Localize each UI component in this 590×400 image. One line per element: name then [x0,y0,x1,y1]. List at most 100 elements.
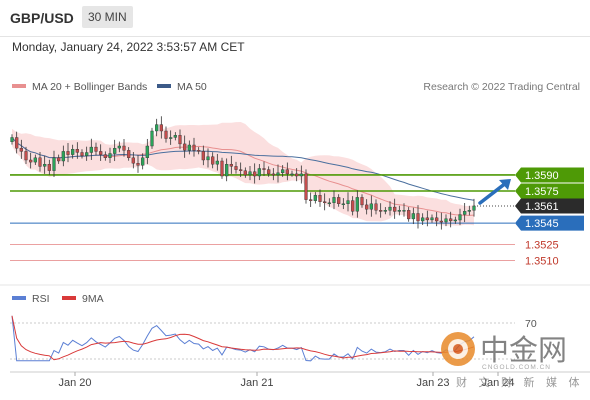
candle-body [192,144,196,151]
candle-body [360,197,364,206]
rsi-ma9-line [11,315,475,361]
candle-body [85,152,89,156]
rsi-legend-label: RSI [32,293,50,305]
candle-body [281,169,285,174]
level-label-1.3545: 1.3545 [515,215,584,231]
ma9-legend-label: 9MA [82,293,104,305]
candle-body [257,168,261,177]
credit-text: Research © 2022 Trading Central [423,81,580,93]
candle-body [75,148,79,153]
level-label-box [515,167,584,183]
candle-body [164,130,168,139]
candle-body [29,159,33,163]
candle-body [393,206,397,212]
candle-body [80,152,84,156]
rsi-legend-swatch [12,296,26,300]
candle-body [243,170,247,176]
candle-body [38,157,42,167]
x-axis-labels: Jan 20 Jan 21 Jan 23 Jan 24 [58,372,515,389]
candle-body [407,210,411,220]
candle-body [122,145,126,151]
candle-body [145,145,149,159]
candle-body [369,203,373,210]
ma20-legend-label: MA 20 + Bollinger Bands [32,81,147,93]
candle-body [253,171,257,177]
candle-body [155,124,159,132]
candle-body [24,151,28,161]
candle-body [271,173,275,176]
timeframe-button[interactable]: 30 MIN [82,6,133,28]
candle-body [131,157,135,164]
candle-body [379,210,383,212]
candle-body [52,157,56,171]
level-label-box [515,198,584,214]
candle-body [397,210,401,212]
candle-body [141,157,145,166]
rsi-line [11,315,475,362]
candle-body [472,205,476,211]
candle-body [318,195,322,202]
watermark-tagline: 财 文 财 新 媒 体 [456,375,583,389]
candle-body [19,147,23,152]
candle-body [159,124,163,132]
candle-body [103,154,107,159]
candle-body [71,148,75,155]
candle-body [267,169,271,175]
candle-body [10,137,14,143]
candle-body [425,217,429,221]
candle-body [57,157,61,162]
x-tick-label: Jan 20 [58,377,91,389]
candle-body [89,146,93,153]
candle-body [201,151,205,161]
candle-body [323,201,327,203]
candle-body [383,210,387,212]
candle-body [444,218,448,223]
candle-body [355,197,359,212]
candle-body [117,145,121,149]
candle-body [435,217,439,222]
ma20-legend-swatch [12,84,26,88]
candle-body [374,203,378,211]
candle-body [150,130,154,147]
candle-body [173,135,177,138]
x-tick-label: Jan 21 [240,377,273,389]
x-tick-label: Jan 23 [416,377,449,389]
candle-body [341,203,345,206]
currency-pair: GBP/USD [10,10,74,26]
candle-body [304,173,308,200]
level-label-1.3525: 1.3525 [525,240,559,252]
candle-body [234,166,238,170]
candle-body [295,173,299,177]
candle-body [313,195,317,201]
candle-body [15,137,19,149]
level-label-text: 1.3525 [525,240,559,252]
candle-body [215,160,219,165]
ma50-line [11,137,475,201]
level-label-text: 1.3545 [525,218,559,230]
candle-body [239,169,243,171]
candle-body [337,197,341,204]
candle-body [299,173,303,177]
level-label-box [515,183,584,199]
candle-body [421,217,425,222]
candle-body [467,210,471,212]
candle-body [127,150,131,159]
level-label-text: 1.3575 [525,186,559,198]
candle-body [458,214,462,221]
forecast-arrow-head [499,178,511,190]
candle-body [449,218,453,222]
rsi-level-label: 70 [525,318,537,330]
watermark-logo-text: 中金网 [480,333,567,367]
candle-body [47,163,51,171]
x-tick-label: Jan 24 [481,377,514,389]
candle-body [402,210,406,212]
rsi-panel: 70 [10,315,537,362]
level-label-1.3561: 1.3561 [515,198,584,214]
candle-body [225,163,229,177]
candle-body [99,151,103,155]
price-panel: 1.3590 1.3575 1.3561 1.3545 1.3525 1.3510 [10,116,584,268]
level-label-1.3590: 1.3590 [515,167,584,183]
candle-body [290,173,294,176]
candle-body [197,150,201,152]
level-label-box [515,215,584,231]
